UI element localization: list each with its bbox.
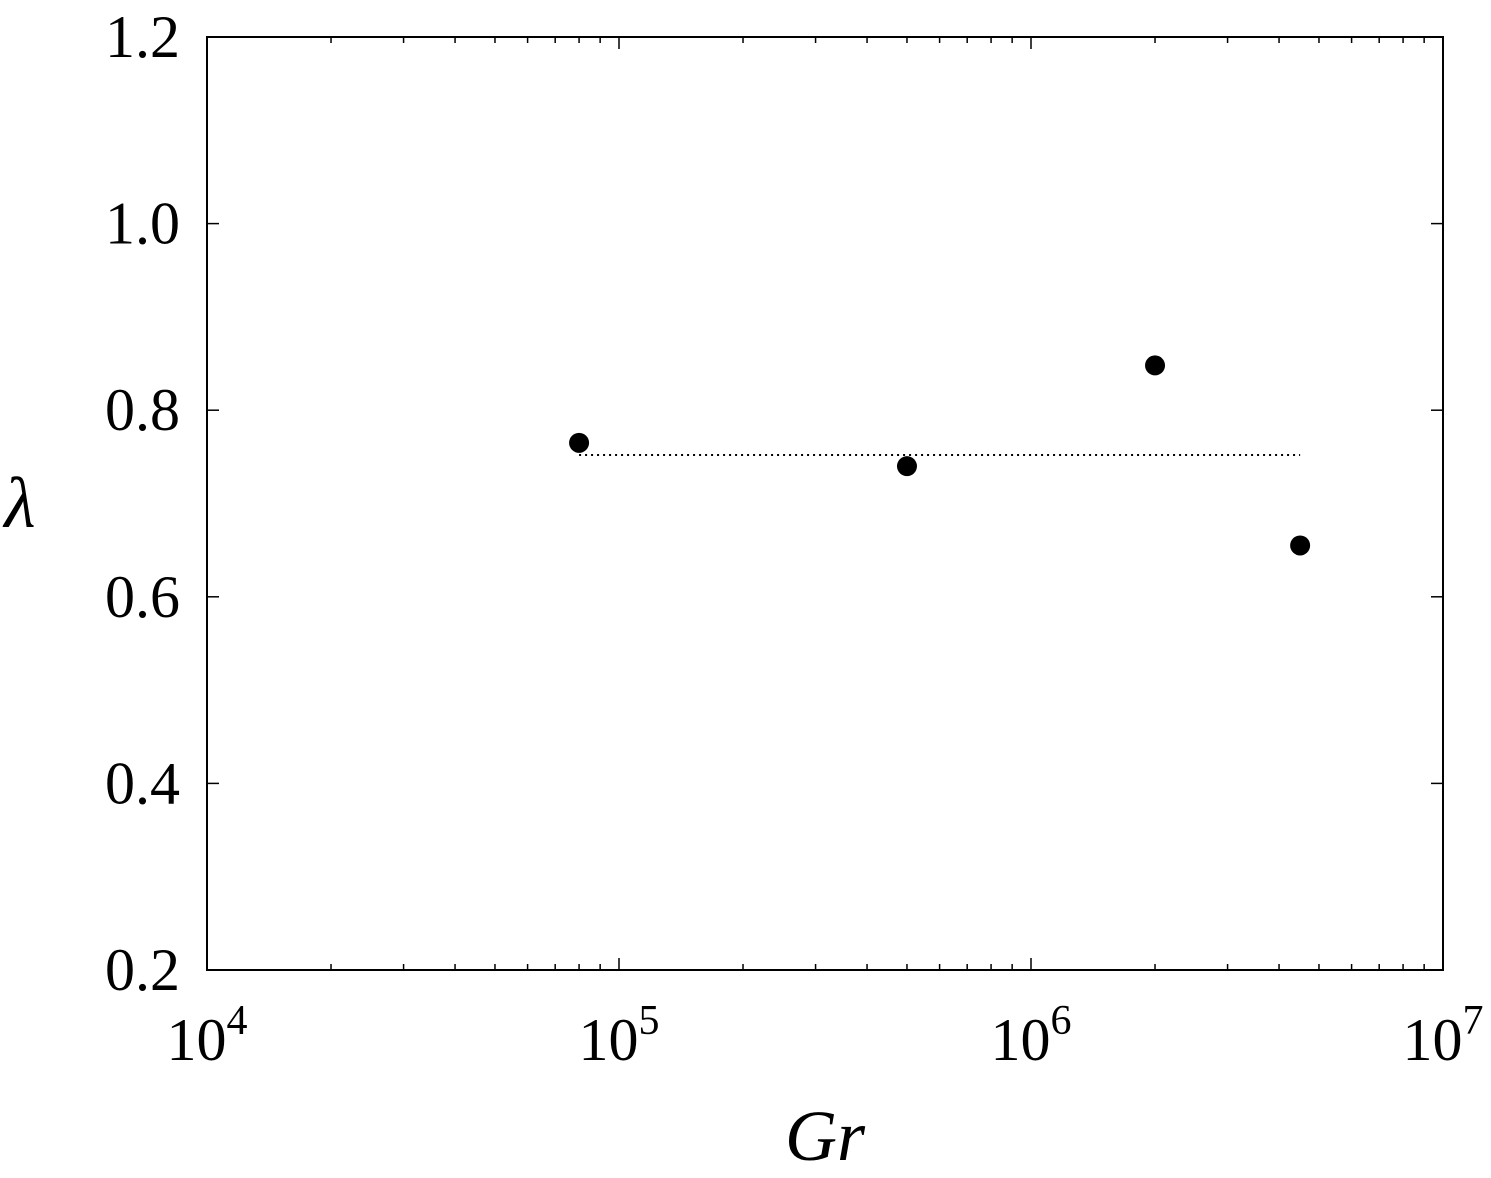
x-tick-label: 106 (991, 998, 1072, 1073)
y-tick-label: 0.4 (105, 750, 180, 816)
x-major-ticks (206, 37, 1444, 970)
x-axis-title: Gr (785, 1096, 866, 1176)
x-tick-labels: 104 105 106 107 (167, 998, 1484, 1073)
y-tick-labels: 0.2 0.4 0.6 0.8 1.0 1.2 (105, 4, 180, 1003)
y-axis-title: λ (2, 463, 35, 543)
x-tick-label: 105 (579, 998, 660, 1073)
x-tick-label: 104 (167, 998, 248, 1073)
data-points (569, 355, 1311, 556)
y-tick-label: 0.6 (105, 564, 180, 630)
y-tick-label: 1.2 (105, 4, 180, 70)
x-tick-label: 107 (1403, 998, 1484, 1073)
data-point (1145, 355, 1166, 376)
plot-frame (206, 36, 1444, 971)
data-point (1290, 535, 1311, 556)
y-tick-label: 0.8 (105, 377, 180, 443)
data-point (569, 432, 590, 453)
x-minor-ticks (330, 37, 1425, 970)
data-point (896, 456, 917, 477)
y-major-ticks (207, 36, 1443, 971)
y-tick-label: 1.0 (105, 191, 180, 257)
y-tick-label: 0.2 (105, 937, 180, 1003)
